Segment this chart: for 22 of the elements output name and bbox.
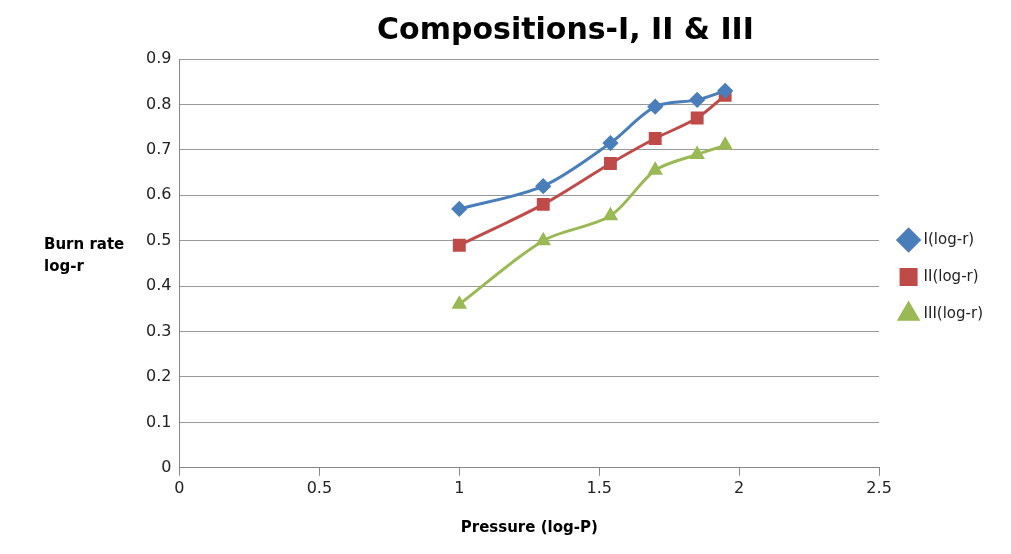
y-tick-label: 0: [161, 456, 172, 476]
y-tick-label: 0.7: [145, 139, 172, 158]
y-tick-label: 0.9: [145, 48, 172, 68]
chart-title: Compositions-I, II & III: [377, 10, 754, 46]
x-tick-label: 2: [734, 477, 745, 497]
x-tick-label: 0: [174, 477, 185, 497]
x-tick-label: 0.5: [306, 477, 333, 497]
y-tick-label: 0.1: [145, 411, 172, 431]
y-tick-label: 0.2: [145, 366, 172, 386]
y-tick-label: 0.3: [145, 320, 172, 340]
y-tick-label: 0.6: [145, 184, 172, 204]
x-tick-label: 1.5: [586, 477, 612, 497]
legend-label: I(log-r): [923, 229, 975, 248]
legend-label: III(log-r): [923, 303, 983, 322]
y-tick-label: 0.4: [145, 275, 172, 295]
legend-label: II(log-r): [923, 266, 979, 285]
x-tick-label: 2.5: [866, 477, 892, 497]
y-tick-label: 0.8: [145, 93, 172, 113]
x-tick-label: 1: [454, 477, 465, 497]
x-axis-title: Pressure (log-P): [460, 517, 598, 536]
y-axis-title: Burn rate log-r: [44, 235, 125, 276]
y-tick-label: 0.5: [145, 229, 172, 249]
